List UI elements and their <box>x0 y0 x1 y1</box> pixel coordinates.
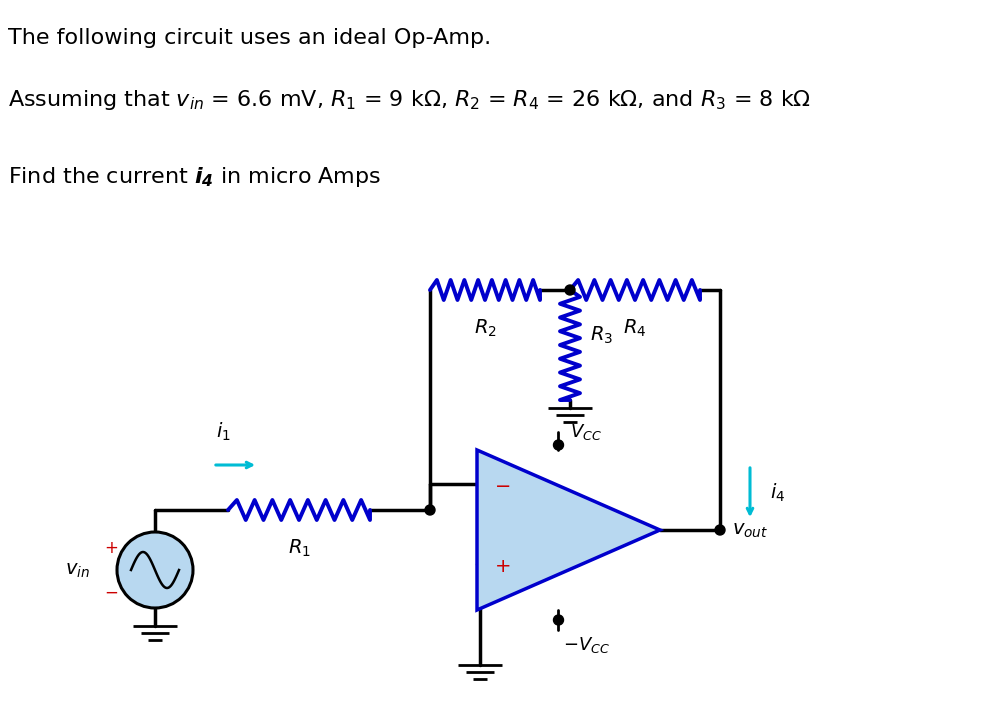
Circle shape <box>715 525 725 535</box>
Circle shape <box>565 285 575 295</box>
Text: $-$: $-$ <box>494 475 510 494</box>
Text: $R_2$: $R_2$ <box>473 318 496 340</box>
Circle shape <box>554 615 564 625</box>
Circle shape <box>425 505 435 515</box>
Text: Find the current $\bfit{i_4}$ in micro Amps: Find the current $\bfit{i_4}$ in micro A… <box>8 165 381 189</box>
Text: $+$: $+$ <box>494 557 511 576</box>
Text: $i_4$: $i_4$ <box>770 482 786 504</box>
Text: $R_3$: $R_3$ <box>590 324 613 345</box>
Text: $-$: $-$ <box>104 583 118 601</box>
Circle shape <box>117 532 193 608</box>
Text: $i_1$: $i_1$ <box>216 420 231 443</box>
Text: $+$: $+$ <box>104 539 118 557</box>
Text: $-V_{CC}$: $-V_{CC}$ <box>564 635 611 655</box>
Text: The following circuit uses an ideal Op-Amp.: The following circuit uses an ideal Op-A… <box>8 28 491 48</box>
Polygon shape <box>477 450 660 610</box>
Text: $R_1$: $R_1$ <box>288 538 310 559</box>
Circle shape <box>554 440 564 450</box>
Text: Assuming that $v_{in}$ = 6.6 mV, $R_1$ = 9 k$\Omega$, $R_2$ = $R_4$ = 26 k$\Omeg: Assuming that $v_{in}$ = 6.6 mV, $R_1$ =… <box>8 88 811 112</box>
Text: $R_4$: $R_4$ <box>624 318 647 340</box>
Text: $V_{CC}$: $V_{CC}$ <box>571 422 602 442</box>
Text: $v_{in}$: $v_{in}$ <box>65 560 90 580</box>
Text: $v_{out}$: $v_{out}$ <box>732 521 768 539</box>
